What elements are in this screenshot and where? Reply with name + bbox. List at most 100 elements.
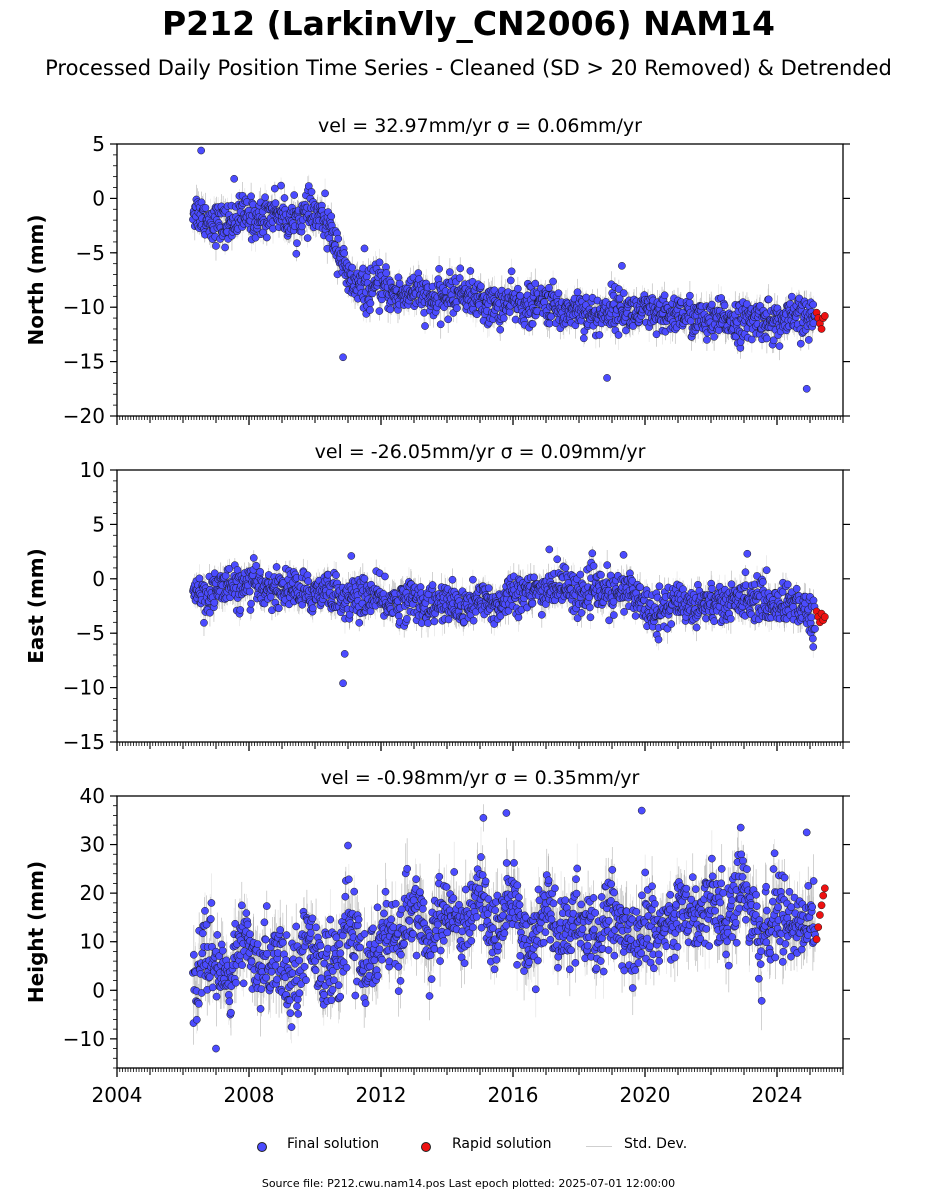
final-point — [274, 604, 283, 613]
final-point — [200, 618, 208, 627]
final-point — [307, 188, 316, 196]
final-point — [394, 273, 403, 282]
y-tick-label: −5 — [76, 241, 105, 265]
final-point — [339, 353, 347, 362]
y-tick-label: −20 — [63, 404, 105, 428]
final-point — [197, 146, 205, 155]
y-tick-label: 5 — [92, 132, 105, 156]
final-point — [528, 320, 537, 328]
final-solution-points — [189, 146, 819, 393]
final-point — [618, 262, 626, 270]
final-point — [212, 242, 220, 250]
final-point — [743, 300, 751, 308]
final-point — [355, 618, 364, 627]
final-point — [652, 330, 661, 339]
final-point — [246, 606, 255, 614]
final-point — [348, 263, 357, 272]
final-point — [375, 307, 384, 315]
final-point — [619, 289, 628, 297]
final-point — [496, 325, 505, 334]
final-point — [271, 199, 280, 207]
final-point — [252, 561, 261, 570]
final-point — [703, 336, 711, 344]
final-point — [748, 335, 756, 344]
final-point — [802, 384, 811, 393]
final-point — [292, 249, 301, 258]
final-point — [360, 574, 369, 583]
final-point — [531, 279, 540, 288]
rapid-point — [817, 325, 826, 333]
final-point — [708, 300, 716, 309]
final-point — [573, 288, 582, 297]
final-point — [230, 174, 238, 183]
panel-2: vel = -26.05mm/yr σ = 0.09mm/yr East (mm)… — [24, 441, 850, 754]
final-point — [293, 239, 301, 248]
final-point — [225, 564, 234, 573]
plot-area — [189, 146, 829, 393]
y-tick-label: −10 — [63, 295, 105, 319]
final-point — [506, 276, 515, 285]
final-point — [381, 572, 389, 581]
final-point — [787, 292, 796, 301]
final-point — [769, 336, 778, 345]
final-point — [334, 234, 343, 243]
final-point — [622, 326, 630, 335]
final-point — [206, 608, 214, 617]
final-point — [386, 305, 395, 314]
final-point — [236, 606, 245, 614]
final-point — [280, 194, 289, 202]
final-point — [332, 571, 340, 580]
final-point — [453, 304, 461, 313]
final-point — [804, 336, 813, 344]
final-point — [247, 599, 255, 608]
final-point — [290, 191, 299, 199]
final-point — [262, 233, 271, 242]
final-point — [366, 299, 375, 308]
final-point — [549, 277, 557, 286]
final-point — [261, 193, 269, 202]
final-point — [466, 267, 475, 275]
final-point — [595, 331, 604, 339]
final-point — [272, 563, 281, 571]
final-point — [360, 244, 369, 253]
y-tick-label: −15 — [63, 350, 105, 374]
final-point — [247, 192, 255, 201]
final-point — [221, 243, 229, 252]
final-point — [195, 574, 204, 583]
final-point — [499, 314, 508, 323]
final-point — [308, 604, 317, 613]
final-point — [603, 374, 611, 382]
final-point — [436, 320, 445, 329]
final-point — [614, 331, 623, 339]
final-point — [435, 265, 443, 273]
y-axis-label: North (mm) — [24, 214, 48, 345]
final-point — [270, 184, 279, 193]
panel-title: vel = 32.97mm/yr σ = 0.06mm/yr — [318, 115, 642, 137]
final-point — [395, 279, 404, 288]
final-point — [446, 268, 454, 276]
y-tick-label: 0 — [92, 186, 105, 210]
final-point — [505, 308, 514, 316]
final-point — [762, 334, 771, 343]
final-point — [251, 233, 260, 242]
panel-1: vel = 32.97mm/yr σ = 0.06mm/yr North (mm)… — [24, 115, 850, 428]
final-point — [375, 258, 384, 267]
final-point — [210, 598, 219, 607]
final-point — [382, 269, 391, 277]
final-point — [554, 289, 563, 298]
final-point — [421, 322, 429, 330]
final-point — [321, 189, 329, 198]
final-point — [507, 267, 516, 276]
final-point — [366, 306, 374, 314]
final-solution-points — [189, 545, 819, 688]
final-point — [579, 334, 588, 343]
rapid-solution-points — [812, 308, 829, 333]
final-point — [514, 284, 522, 293]
final-point — [455, 274, 464, 282]
final-point — [277, 181, 285, 190]
final-point — [775, 342, 784, 350]
final-point — [245, 587, 254, 596]
final-point — [547, 312, 555, 321]
final-point — [304, 577, 313, 586]
